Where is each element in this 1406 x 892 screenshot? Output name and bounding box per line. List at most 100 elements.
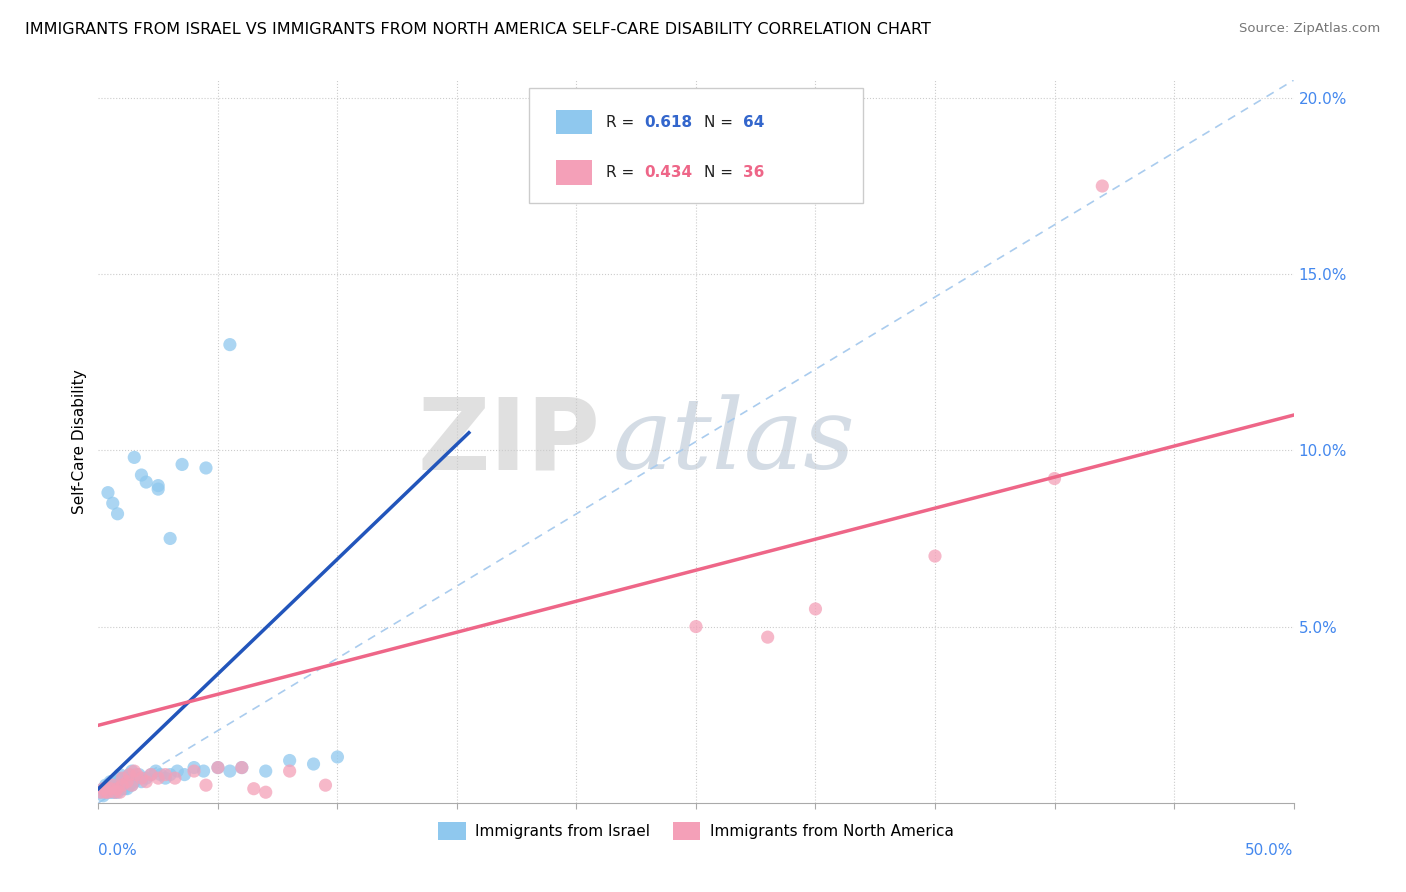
Point [104, 785, 127, 799]
Point [124, 450, 146, 465]
Point [804, 602, 827, 616]
Point [94, 785, 117, 799]
Point [118, 767, 141, 781]
Point [114, 781, 136, 796]
Point [131, 771, 153, 785]
Point [104, 785, 127, 799]
Point [195, 778, 218, 792]
Point [104, 774, 127, 789]
Point [111, 771, 134, 785]
Text: atlas: atlas [613, 394, 855, 489]
Point [118, 778, 141, 792]
Point [685, 619, 707, 633]
Point [207, 760, 229, 774]
Text: 64: 64 [742, 115, 763, 129]
Point [121, 764, 143, 778]
Text: 0.618: 0.618 [644, 115, 693, 129]
Point [163, 771, 186, 785]
Point [183, 764, 205, 778]
Point [1043, 471, 1066, 485]
Text: IMMIGRANTS FROM ISRAEL VS IMMIGRANTS FROM NORTH AMERICA SELF-CARE DISABILITY COR: IMMIGRANTS FROM ISRAEL VS IMMIGRANTS FRO… [25, 22, 931, 37]
Point [173, 767, 195, 781]
Point [118, 767, 141, 781]
Point [155, 771, 177, 785]
Point [121, 778, 143, 792]
Point [114, 771, 136, 785]
Point [97, 778, 120, 792]
Point [145, 764, 167, 778]
Point [128, 767, 150, 781]
Point [111, 774, 134, 789]
Point [219, 337, 242, 351]
Point [111, 781, 134, 796]
Point [1091, 179, 1114, 194]
Point [135, 771, 157, 785]
Point [149, 767, 172, 781]
Point [254, 764, 277, 778]
Point [107, 778, 129, 792]
Point [231, 760, 253, 774]
Text: 36: 36 [742, 165, 763, 180]
Point [101, 778, 124, 792]
Point [125, 771, 148, 785]
Point [125, 767, 148, 781]
Point [148, 482, 170, 496]
Point [115, 781, 138, 796]
Point [107, 507, 129, 521]
Point [139, 767, 162, 781]
Point [148, 478, 170, 492]
FancyBboxPatch shape [529, 87, 863, 203]
Point [155, 767, 177, 781]
Point [207, 760, 229, 774]
Text: N =: N = [704, 165, 738, 180]
Point [243, 781, 266, 796]
Point [135, 774, 157, 789]
Point [108, 774, 131, 789]
Text: 0.434: 0.434 [644, 165, 693, 180]
Point [254, 785, 277, 799]
Point [195, 461, 218, 475]
Point [131, 468, 153, 483]
Point [98, 781, 122, 796]
Point [107, 785, 129, 799]
Point [231, 760, 253, 774]
Point [315, 778, 337, 792]
Point [115, 771, 138, 785]
Point [107, 781, 129, 796]
Point [172, 458, 194, 472]
Point [219, 764, 242, 778]
Text: R =: R = [606, 115, 640, 129]
Point [91, 781, 114, 796]
Point [115, 774, 138, 789]
Point [108, 781, 131, 796]
Point [101, 785, 124, 799]
Point [107, 771, 129, 785]
Text: ZIP: ZIP [418, 393, 600, 490]
Point [98, 781, 122, 796]
Point [124, 764, 146, 778]
Point [166, 764, 188, 778]
Text: 50.0%: 50.0% [1246, 843, 1294, 857]
Point [756, 630, 779, 644]
Point [91, 789, 114, 803]
Point [90, 785, 112, 799]
Point [94, 785, 117, 799]
Point [111, 778, 134, 792]
Point [124, 774, 146, 789]
Point [148, 771, 170, 785]
Point [108, 767, 131, 781]
Point [183, 760, 205, 774]
Legend: Immigrants from Israel, Immigrants from North America: Immigrants from Israel, Immigrants from … [432, 816, 960, 846]
Point [278, 764, 301, 778]
Point [326, 750, 349, 764]
Y-axis label: Self-Care Disability: Self-Care Disability [72, 369, 87, 514]
Bar [557, 161, 592, 185]
Point [98, 774, 122, 789]
Text: Source: ZipAtlas.com: Source: ZipAtlas.com [1240, 22, 1381, 36]
Point [98, 785, 122, 799]
Text: 0.0%: 0.0% [98, 843, 138, 857]
Point [97, 785, 120, 799]
Point [108, 785, 131, 799]
Point [90, 785, 112, 799]
Point [91, 781, 114, 796]
